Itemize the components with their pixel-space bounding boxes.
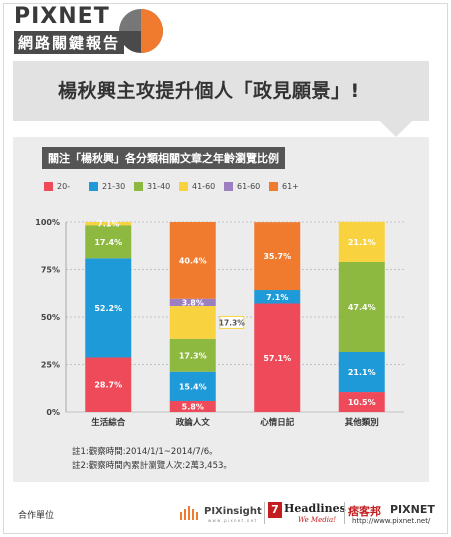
data-label: 40.4% [179, 256, 207, 265]
legend-item: 61+ [269, 182, 314, 191]
legend-item: 31-40 [134, 182, 179, 191]
bar-segment [169, 222, 216, 299]
x-tick-label: 心情日記 [260, 417, 295, 428]
data-label: 57.1% [263, 354, 291, 363]
bar-segment [338, 221, 385, 262]
partner-7headlines-badge: 7 [268, 502, 282, 518]
legend-item: 21-30 [89, 182, 134, 191]
legend-swatch [224, 182, 233, 191]
note-1: 註1:觀察時間:2014/1/1~2014/7/6。 [72, 447, 218, 457]
legend-label: 21-30 [102, 182, 126, 191]
note-2: 註2:觀察時間內累計瀏覽人次:2萬3,453。 [72, 461, 232, 471]
bar-segment [169, 338, 216, 372]
pie-chart-icon [119, 9, 163, 53]
legend-item: 20- [44, 182, 89, 191]
bar-segment [338, 351, 385, 393]
legend-item: 61-60 [224, 182, 269, 191]
partner-pixnet-zh: 痞客邦 [348, 505, 381, 518]
data-label: 17.3% [219, 318, 246, 327]
data-label: 15.4% [179, 382, 207, 391]
data-label: 5.8% [182, 402, 204, 411]
x-tick-label: 政論人文 [176, 417, 211, 428]
callout-box [219, 315, 245, 329]
data-label: 7.1% [97, 220, 119, 229]
legend-swatch [44, 182, 53, 191]
chart-subtitle: 關注「楊秋興」各分類相關文章之年齡瀏覽比例 [42, 147, 285, 169]
data-label: 17.4% [94, 238, 122, 247]
legend-swatch [179, 182, 188, 191]
data-label: 17.3% [179, 351, 207, 360]
data-label: 10.5% [348, 398, 376, 407]
legend-label: 20- [57, 182, 71, 191]
legend-swatch [269, 182, 278, 191]
legend-swatch [89, 182, 98, 191]
legend-item: 41-60 [179, 182, 224, 191]
y-tick-label: 0% [46, 408, 60, 417]
data-label: 52.2% [94, 304, 122, 313]
bar-segment [85, 258, 132, 358]
page-title: 楊秋興主攻提升個人「政見願景」! [58, 80, 360, 102]
legend-label: 31-40 [147, 182, 171, 191]
partners-label: 合作單位 [18, 511, 55, 521]
bar-segment [169, 305, 216, 339]
partner-pixinsight-url: w w w . p i x n e t . n e t [208, 518, 257, 523]
legend-swatch [134, 182, 143, 191]
title-band [13, 61, 429, 121]
legend-label: 41-60 [192, 182, 216, 191]
bar-segment [85, 222, 132, 226]
chart-notes: 註1:觀察時間:2014/1/1~2014/7/6。 註2:觀察時間內累計瀏覽人… [72, 445, 232, 473]
partner-divider [264, 502, 265, 524]
bar-segment [169, 298, 216, 306]
data-label: 3.8% [182, 298, 204, 307]
y-tick-label: 25% [41, 361, 60, 370]
legend-label: 61+ [282, 182, 299, 191]
partner-pixnet-url: http://www.pixnet.net/ [352, 517, 431, 525]
data-label: 21.1% [348, 238, 376, 247]
brand-name-en: PIXNET [14, 4, 110, 29]
partner-pixnet-en: PIXNET [390, 503, 435, 516]
data-label: 28.7% [94, 381, 122, 390]
partner-7headlines-tagline: We Media! [298, 516, 337, 524]
bar-segment [169, 400, 216, 412]
bar-segment [254, 303, 301, 412]
y-tick-label: 50% [41, 313, 60, 322]
data-label: 35.7% [263, 252, 291, 261]
bar-segment [338, 261, 385, 352]
partner-divider [344, 502, 345, 524]
chart-legend: 20- 21-30 31-40 41-60 61-60 61+ [44, 182, 314, 191]
bar-segment [254, 222, 301, 291]
partner-logos: PIXinsight w w w . p i x n e t . n e t 7… [180, 500, 442, 528]
pixinsight-logo-icon [180, 506, 198, 520]
y-tick-label: 75% [41, 266, 60, 275]
x-tick-label: 其他類別 [345, 417, 379, 428]
data-label: 7.1% [266, 293, 288, 302]
brand-name-zh: 網路關鍵報告 [14, 31, 125, 54]
x-tick-label: 生活綜合 [91, 417, 126, 428]
bar-segment [338, 392, 385, 412]
legend-label: 61-60 [237, 182, 261, 191]
bar-segment [85, 225, 132, 259]
bar-segment [254, 290, 301, 304]
data-label: 21.1% [348, 368, 376, 377]
title-notch [380, 121, 412, 137]
data-label: 47.4% [348, 303, 376, 312]
brand-logo: PIXNET 網路關鍵報告 [14, 4, 125, 54]
y-tick-label: 100% [35, 218, 60, 227]
bar-segment [169, 371, 216, 401]
partner-pixinsight: PIXinsight [204, 506, 262, 517]
partner-7headlines: Headlines [284, 502, 346, 515]
bar-segment [85, 357, 132, 412]
